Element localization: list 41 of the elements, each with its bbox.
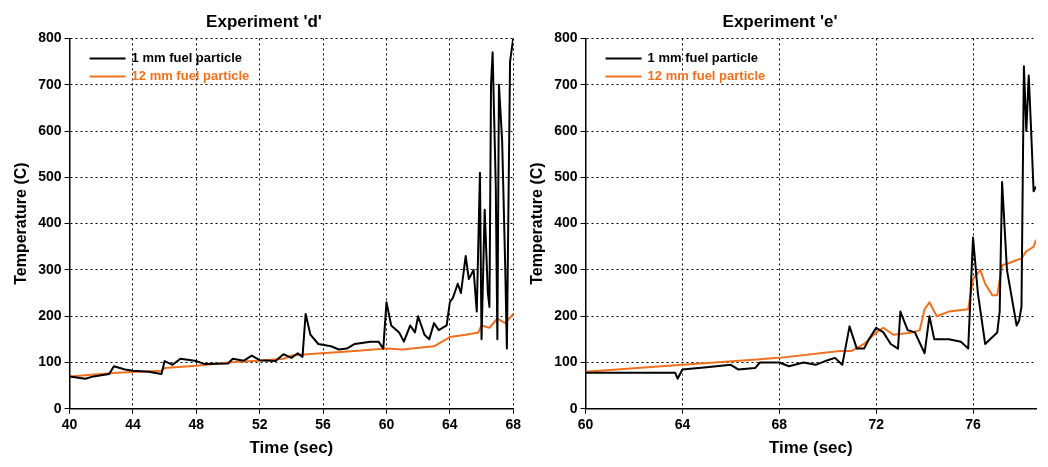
legend-label: 1 mm fuel particle bbox=[647, 49, 759, 65]
y-tick-label: 600 bbox=[554, 121, 578, 138]
chart-title: Experiment 'd' bbox=[206, 11, 322, 31]
y-tick-label: 300 bbox=[38, 260, 62, 277]
x-axis-title: Time (sec) bbox=[249, 438, 334, 458]
x-tick-label: 64 bbox=[442, 416, 458, 433]
y-tick-label: 100 bbox=[38, 353, 62, 370]
x-tick-label: 60 bbox=[378, 416, 395, 433]
y-tick-label: 500 bbox=[554, 168, 578, 185]
x-tick-label: 64 bbox=[674, 416, 691, 433]
legend-label: 12 mm fuel particle bbox=[647, 67, 766, 83]
x-tick-label: 60 bbox=[577, 416, 594, 433]
y-tick-label: 700 bbox=[554, 75, 578, 92]
y-tick-label: 800 bbox=[554, 29, 578, 46]
x-tick-label: 56 bbox=[315, 416, 332, 433]
x-tick-label: 44 bbox=[125, 416, 141, 433]
legend-label: 1 mm fuel particle bbox=[131, 49, 243, 65]
y-tick-label: 100 bbox=[554, 353, 578, 370]
x-axis-title: Time (sec) bbox=[768, 438, 853, 458]
x-tick-label: 72 bbox=[868, 416, 885, 433]
y-tick-label: 0 bbox=[569, 399, 578, 416]
y-axis-title: Temperature (C) bbox=[12, 162, 30, 285]
x-tick-label: 68 bbox=[771, 416, 788, 433]
y-tick-label: 700 bbox=[38, 75, 62, 92]
x-tick-label: 48 bbox=[188, 416, 205, 433]
y-axis-title: Temperature (C) bbox=[528, 162, 546, 285]
y-tick-label: 500 bbox=[38, 168, 62, 185]
y-tick-label: 400 bbox=[38, 214, 62, 231]
y-tick-label: 0 bbox=[53, 399, 62, 416]
y-tick-label: 600 bbox=[38, 121, 62, 138]
y-tick-label: 300 bbox=[554, 260, 578, 277]
legend-label: 12 mm fuel particle bbox=[131, 67, 250, 83]
x-tick-label: 68 bbox=[505, 416, 522, 433]
x-tick-label: 76 bbox=[965, 416, 982, 433]
y-tick-label: 200 bbox=[38, 307, 62, 324]
x-tick-label: 52 bbox=[251, 416, 268, 433]
y-tick-label: 800 bbox=[38, 29, 62, 46]
x-tick-label: 40 bbox=[61, 416, 78, 433]
y-tick-label: 200 bbox=[554, 307, 578, 324]
chart-title: Experiment 'e' bbox=[722, 11, 838, 31]
y-tick-label: 400 bbox=[554, 214, 578, 231]
